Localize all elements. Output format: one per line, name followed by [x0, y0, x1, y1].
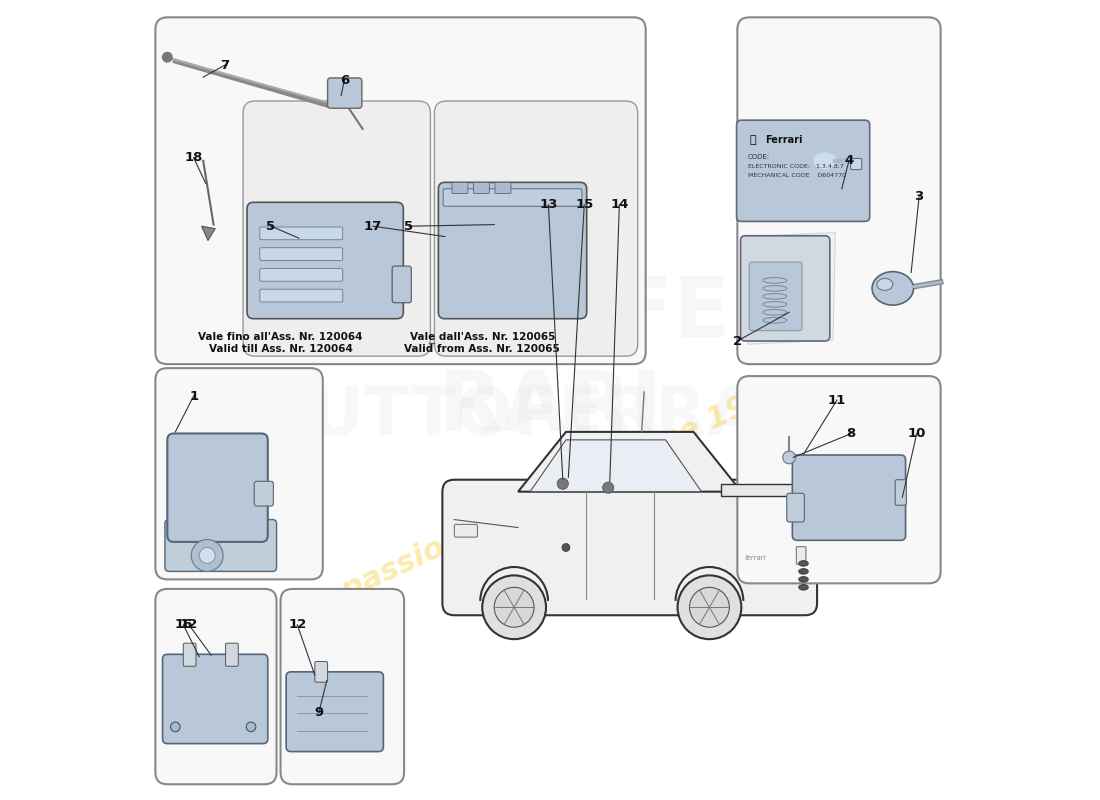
- FancyBboxPatch shape: [442, 480, 817, 615]
- Text: 13: 13: [539, 198, 558, 211]
- Text: ferrari: ferrari: [745, 555, 767, 561]
- FancyBboxPatch shape: [167, 434, 267, 542]
- Text: 6: 6: [340, 74, 349, 87]
- Polygon shape: [530, 440, 702, 492]
- Text: CODE:: CODE:: [748, 154, 770, 160]
- Circle shape: [603, 482, 614, 494]
- FancyBboxPatch shape: [260, 227, 343, 240]
- Text: 2: 2: [733, 334, 741, 347]
- FancyBboxPatch shape: [260, 248, 343, 261]
- Polygon shape: [722, 484, 798, 496]
- FancyBboxPatch shape: [248, 202, 404, 318]
- FancyBboxPatch shape: [454, 524, 477, 537]
- Text: 14: 14: [610, 198, 628, 211]
- FancyBboxPatch shape: [184, 643, 196, 666]
- FancyBboxPatch shape: [749, 262, 802, 330]
- Text: 11: 11: [828, 394, 846, 406]
- FancyBboxPatch shape: [328, 78, 362, 108]
- Ellipse shape: [877, 278, 893, 290]
- FancyBboxPatch shape: [850, 158, 861, 170]
- Text: 4: 4: [845, 154, 854, 167]
- FancyBboxPatch shape: [786, 494, 804, 522]
- FancyBboxPatch shape: [155, 18, 646, 364]
- FancyBboxPatch shape: [737, 18, 940, 364]
- FancyBboxPatch shape: [473, 182, 490, 194]
- FancyBboxPatch shape: [163, 654, 267, 744]
- Polygon shape: [201, 226, 216, 241]
- Text: 9: 9: [315, 706, 323, 719]
- Text: 5: 5: [405, 220, 414, 233]
- FancyBboxPatch shape: [895, 480, 906, 506]
- Text: 3: 3: [914, 190, 924, 203]
- Polygon shape: [518, 432, 741, 492]
- FancyBboxPatch shape: [155, 589, 276, 784]
- FancyBboxPatch shape: [243, 101, 430, 356]
- FancyBboxPatch shape: [280, 589, 404, 784]
- Text: TUTTOFER
RARI: TUTTOFER RARI: [306, 273, 794, 447]
- Ellipse shape: [799, 577, 808, 582]
- Ellipse shape: [799, 561, 808, 566]
- Ellipse shape: [872, 272, 913, 305]
- Text: Vale dall'Ass. Nr. 120065
Valid from Ass. Nr. 120065: Vale dall'Ass. Nr. 120065 Valid from Ass…: [405, 332, 560, 354]
- Text: TUTTOFERRARI: TUTTOFERRARI: [265, 383, 835, 449]
- Text: 1: 1: [189, 390, 198, 402]
- Text: 18: 18: [185, 151, 202, 164]
- FancyBboxPatch shape: [260, 269, 343, 282]
- FancyBboxPatch shape: [254, 482, 274, 506]
- FancyBboxPatch shape: [434, 101, 638, 356]
- Text: a passion for parts since 1985: a passion for parts since 1985: [308, 373, 792, 618]
- Circle shape: [494, 587, 535, 627]
- Text: Ferrari: Ferrari: [766, 134, 803, 145]
- Text: 7: 7: [220, 58, 229, 72]
- Text: 12: 12: [179, 618, 198, 631]
- Circle shape: [163, 53, 172, 62]
- FancyBboxPatch shape: [740, 236, 829, 341]
- FancyBboxPatch shape: [792, 455, 905, 540]
- FancyBboxPatch shape: [155, 368, 322, 579]
- Text: 10: 10: [908, 427, 926, 440]
- Text: MECHANICAL CODE    D604770: MECHANICAL CODE D604770: [748, 174, 846, 178]
- Text: ELECTRONIC CODE:   1.3.4.8.7: ELECTRONIC CODE: 1.3.4.8.7: [748, 164, 844, 169]
- Text: 12: 12: [288, 618, 307, 631]
- FancyBboxPatch shape: [452, 182, 468, 194]
- FancyBboxPatch shape: [165, 519, 276, 571]
- FancyBboxPatch shape: [260, 289, 343, 302]
- Text: 16: 16: [174, 618, 192, 631]
- Ellipse shape: [799, 569, 808, 574]
- Text: 🐴: 🐴: [749, 134, 756, 145]
- Circle shape: [678, 575, 741, 639]
- Circle shape: [246, 722, 256, 732]
- FancyBboxPatch shape: [737, 376, 940, 583]
- Circle shape: [199, 547, 216, 563]
- Text: 8: 8: [847, 427, 856, 440]
- Circle shape: [170, 722, 180, 732]
- FancyBboxPatch shape: [439, 182, 586, 318]
- Circle shape: [690, 587, 729, 627]
- FancyBboxPatch shape: [796, 546, 806, 564]
- FancyBboxPatch shape: [226, 643, 239, 666]
- Circle shape: [562, 543, 570, 551]
- Text: Vale fino all'Ass. Nr. 120064
Valid till Ass. Nr. 120064: Vale fino all'Ass. Nr. 120064 Valid till…: [198, 332, 363, 354]
- FancyBboxPatch shape: [315, 662, 328, 682]
- FancyBboxPatch shape: [443, 189, 582, 206]
- Circle shape: [482, 575, 546, 639]
- Polygon shape: [746, 233, 835, 344]
- Ellipse shape: [814, 153, 836, 169]
- Ellipse shape: [799, 585, 808, 590]
- FancyBboxPatch shape: [737, 120, 870, 222]
- FancyBboxPatch shape: [392, 266, 411, 302]
- Text: 15: 15: [575, 198, 593, 211]
- Circle shape: [783, 451, 795, 464]
- Circle shape: [191, 539, 223, 571]
- Text: 5: 5: [266, 220, 275, 233]
- Text: 17: 17: [364, 220, 382, 233]
- FancyBboxPatch shape: [286, 672, 384, 751]
- FancyBboxPatch shape: [495, 182, 510, 194]
- Circle shape: [558, 478, 569, 490]
